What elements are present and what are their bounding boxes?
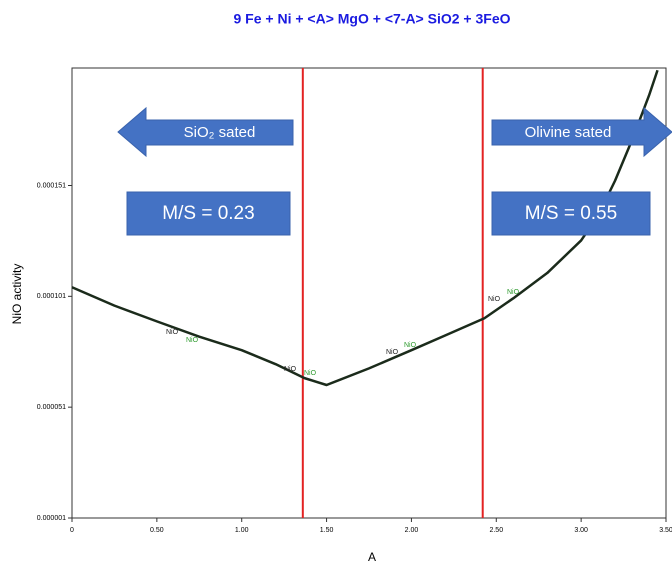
x-tick-label: 1.50 [320,527,334,534]
point-label: NiO [186,337,199,344]
point-label: NiO [284,366,297,373]
x-tick-label: 0.50 [150,527,164,534]
y-tick-label: 0.000051 [37,404,66,411]
arrow [491,106,672,158]
ratio-label: M/S = 0.23 [162,203,254,224]
x-axis-label: A [368,550,376,564]
arrow-label: Olivine sated [525,124,612,141]
y-tick-label: 0.000151 [37,182,66,189]
x-tick-label: 1.00 [235,527,249,534]
point-label: NiO [488,296,501,303]
plot-area [71,67,667,519]
y-tick-label: 0.000001 [37,515,66,522]
point-label: NiO [404,342,417,349]
ratio-label: M/S = 0.55 [525,203,617,224]
x-tick-label: 3.50 [659,527,672,534]
ratio-box [491,191,651,236]
point-label: NiO [386,349,399,356]
x-tick-label: 2.50 [489,527,503,534]
arrow [117,106,294,158]
chart-title: 9 Fe + Ni + <A> MgO + <7-A> SiO2 + 3FeO [233,11,510,27]
y-tick-label: 0.000101 [37,293,66,300]
point-label: NiO [507,289,520,296]
ratio-box [126,191,291,236]
x-tick-label: 0 [70,527,74,534]
y-axis-label: NiO activity [10,264,24,325]
point-label: NiO [304,370,317,377]
curve [71,69,659,387]
arrow-label: SiO₂ sated [184,124,256,141]
x-tick-label: 2.00 [405,527,419,534]
x-tick-label: 3.00 [574,527,588,534]
point-label: NiO [166,329,179,336]
